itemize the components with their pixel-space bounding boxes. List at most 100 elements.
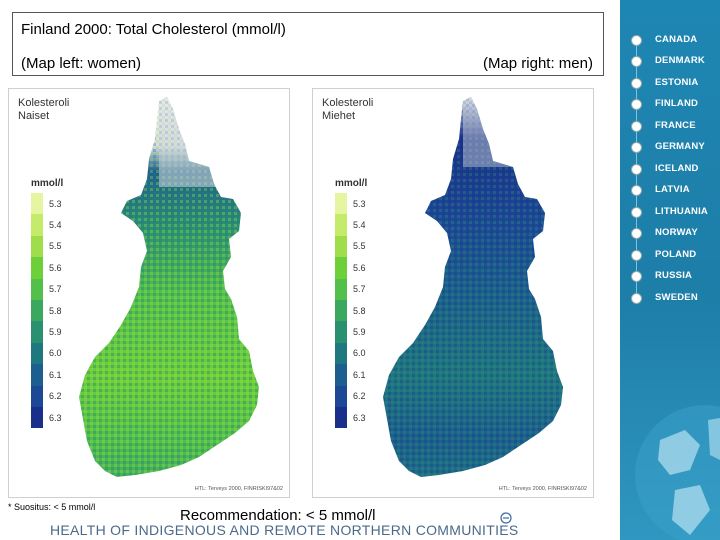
legend-swatch (335, 214, 347, 236)
legend-label: 5.7 (353, 284, 366, 295)
nav-item-finland[interactable]: FINLAND (631, 98, 698, 110)
nav-item-sweden[interactable]: SWEDEN (631, 292, 698, 304)
nav-item-lithuania[interactable]: LITHUANIA (631, 206, 708, 218)
subtitle-men: (Map right: men) (482, 55, 593, 72)
map-caption-line1: Kolesteroli (18, 97, 70, 109)
nav-item-norway[interactable]: NORWAY (631, 227, 698, 239)
globe-icon (635, 405, 720, 540)
legend-row: 5.7 (31, 278, 62, 300)
nav-label: ICELAND (655, 163, 699, 174)
legend-row: 6.2 (31, 385, 62, 407)
legend-row: 5.9 (31, 321, 62, 343)
nav-label: LATVIA (655, 184, 690, 195)
legend-swatch (335, 193, 347, 215)
legend-row: 5.6 (31, 257, 62, 279)
page-title: Finland 2000: Total Cholesterol (mmol/l) (21, 21, 286, 38)
map-caption-line1: Kolesteroli (322, 97, 374, 109)
nav-dot-icon (631, 271, 642, 282)
map-women: Kolesteroli Naiset mmol/l 5.3 5.4 5.5 5.… (8, 88, 290, 498)
legend-row: 6.3 (31, 406, 62, 429)
nav-item-estonia[interactable]: ESTONIA (631, 77, 698, 89)
legend-swatch (335, 257, 347, 279)
legend-row: 5.3 (31, 193, 62, 215)
legend-swatch (31, 385, 43, 407)
nav-item-latvia[interactable]: LATVIA (631, 184, 690, 196)
legend-title-men: mmol/l (335, 178, 368, 189)
nav-dot-icon (631, 142, 642, 153)
nav-dot-icon (631, 207, 642, 218)
legend-swatch (335, 278, 347, 300)
emblem-icon (500, 512, 512, 524)
legend-row: 5.3 (335, 193, 366, 215)
legend-label: 5.9 (49, 327, 62, 338)
legend-men: 5.3 5.4 5.5 5.6 5.7 5.8 5.9 6.0 6.1 6.2 … (335, 193, 366, 429)
legend-swatch (335, 321, 347, 343)
legend-label: 6.1 (49, 369, 62, 380)
map-caption-women: Kolesteroli Naiset (18, 97, 69, 123)
map-men: Kolesteroli Miehet mmol/l 5.3 5.4 5.5 5.… (312, 88, 594, 498)
finland-map-women (79, 97, 259, 477)
legend-swatch (335, 299, 347, 322)
legend-swatch (31, 342, 43, 365)
legend-row: 5.5 (31, 235, 62, 258)
legend-swatch (31, 321, 43, 343)
nav-item-denmark[interactable]: DENMARK (631, 55, 705, 67)
nav-dot-icon (631, 121, 642, 132)
nav-dot-icon (631, 164, 642, 175)
legend-row: 5.4 (31, 214, 62, 236)
legend-label: 6.3 (49, 412, 62, 423)
nav-dot-icon (631, 185, 642, 196)
map-credit-men: HTL: Terveys 2000, FINRISKI97&02 (498, 486, 587, 492)
nav-item-germany[interactable]: GERMANY (631, 141, 705, 153)
title-box: Finland 2000: Total Cholesterol (mmol/l)… (12, 12, 604, 76)
legend-label: 5.3 (49, 198, 62, 209)
nav-item-france[interactable]: FRANCE (631, 120, 696, 132)
legend-label: 5.4 (49, 220, 62, 231)
legend-row: 5.5 (335, 235, 366, 258)
legend-row: 5.6 (335, 257, 366, 279)
legend-swatch (31, 299, 43, 322)
nav-dot-icon (631, 99, 642, 110)
map-caption-men: Kolesteroli Miehet (322, 97, 373, 123)
legend-row: 5.8 (335, 299, 366, 322)
legend-swatch (31, 406, 43, 429)
nav-item-poland[interactable]: POLAND (631, 249, 696, 261)
legend-label: 5.3 (353, 198, 366, 209)
legend-swatch (31, 278, 43, 300)
nav-label: FINLAND (655, 98, 699, 109)
nav-label: DENMARK (655, 55, 705, 66)
recommendation-text: Recommendation: < 5 mmol/l (180, 507, 376, 524)
nav-item-canada[interactable]: CANADA (631, 34, 697, 46)
legend-label: 5.8 (353, 305, 366, 316)
legend-swatch (31, 257, 43, 279)
footnote: * Suositus: < 5 mmol/l (8, 502, 96, 512)
legend-label: 5.8 (49, 305, 62, 316)
legend-label: 5.9 (353, 327, 366, 338)
nav-label: SWEDEN (655, 292, 698, 303)
legend-swatch (31, 193, 43, 215)
legend-swatch (335, 364, 347, 386)
legend-label: 6.2 (49, 391, 62, 402)
legend-label: 6.1 (353, 369, 366, 380)
map-caption-line2: Naiset (18, 110, 50, 122)
project-title: HEALTH OF INDIGENOUS AND REMOTE NORTHERN… (50, 522, 519, 538)
legend-row: 5.8 (31, 299, 62, 322)
subtitle-women: (Map left: women) (21, 55, 142, 72)
legend-label: 5.7 (49, 284, 62, 295)
map-credit-women: HTL: Terveys 2000, FINRISKI97&02 (194, 486, 283, 492)
legend-row: 5.7 (335, 278, 366, 300)
legend-label: 6.0 (353, 348, 366, 359)
legend-swatch (31, 364, 43, 386)
legend-label: 6.2 (353, 391, 366, 402)
nav-label: GERMANY (655, 141, 705, 152)
nav-dot-icon (631, 228, 642, 239)
legend-title-women: mmol/l (31, 178, 64, 189)
finland-map-men (383, 97, 563, 477)
nav-item-iceland[interactable]: ICELAND (631, 163, 698, 175)
nav-item-russia[interactable]: RUSSIA (631, 270, 692, 282)
nav-label: RUSSIA (655, 270, 693, 281)
legend-row: 5.9 (335, 321, 366, 343)
legend-label: 5.5 (49, 241, 62, 252)
nav-label: FRANCE (655, 120, 696, 131)
legend-swatch (335, 385, 347, 407)
